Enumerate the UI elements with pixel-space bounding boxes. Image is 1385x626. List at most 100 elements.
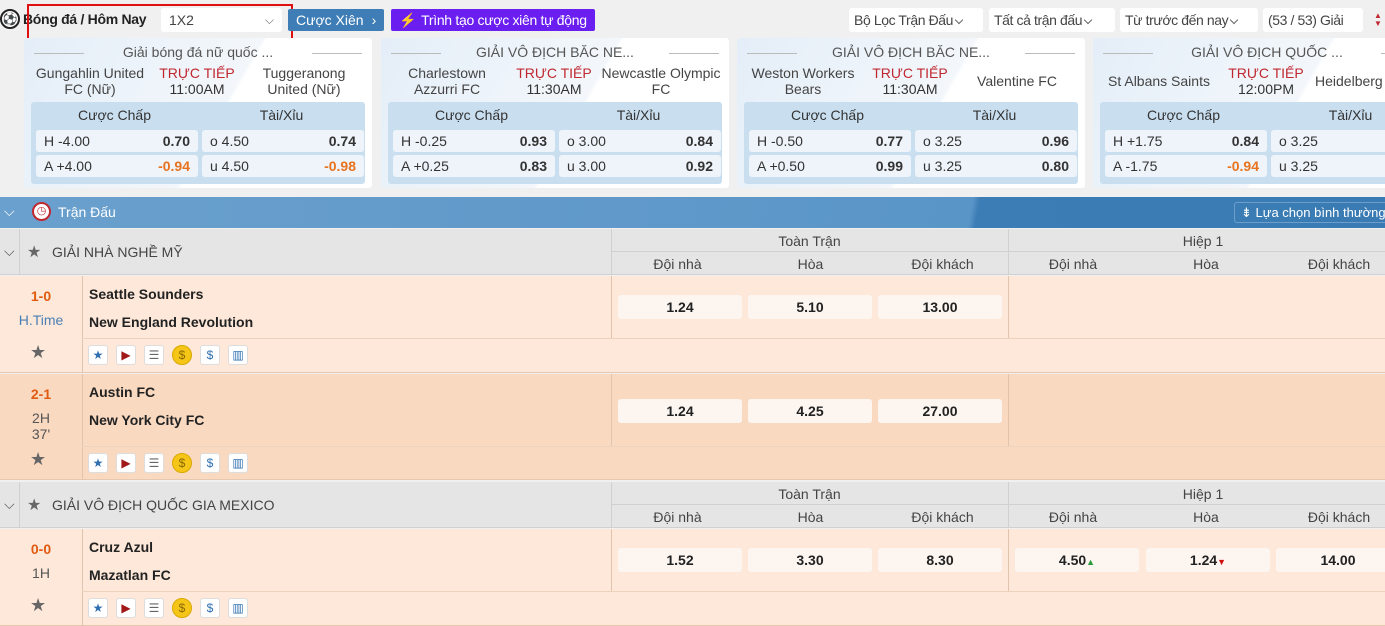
match-filter-dropdown[interactable]: Bộ Lọc Trận Đấu bbox=[849, 8, 983, 32]
live-label: TRỰC TIẾP bbox=[159, 65, 235, 81]
first-half-odds[interactable]: 14.00 bbox=[1276, 548, 1385, 572]
featured-match-card[interactable]: GIẢI VÔ ĐỊCH BĂC NE... Charlestown Azzur… bbox=[381, 38, 729, 188]
star-icon[interactable]: ★ bbox=[88, 453, 108, 473]
odds-value: 0.99 bbox=[875, 158, 903, 174]
full-time-odds[interactable]: 1.24 bbox=[618, 399, 742, 423]
home-team[interactable]: Seattle Sounders bbox=[89, 286, 204, 302]
match-row: 2-1 2H 37' ★ Austin FC New York City FC ★ ▶… bbox=[0, 374, 1385, 480]
favorite-star-icon[interactable]: ★ bbox=[27, 497, 42, 514]
full-time-odds[interactable]: 8.30 bbox=[878, 548, 1002, 572]
league-count-button[interactable]: (53 / 53) Giải bbox=[1263, 8, 1363, 32]
home-team[interactable]: Austin FC bbox=[89, 384, 156, 400]
match-period: H.Time bbox=[18, 312, 64, 328]
over-odds[interactable]: o 4.50 0.74 bbox=[202, 130, 364, 152]
league-header[interactable]: ⌵ ★ GIẢI NHÀ NGHỀ MỸ Toàn Trận Hiệp 1 Đội… bbox=[0, 229, 1385, 275]
first-half-odds[interactable]: 1.24▼ bbox=[1146, 548, 1270, 572]
featured-match-card[interactable]: GIẢI VÔ ĐỊCH QUỐC ... St Albans Saints T… bbox=[1093, 38, 1385, 188]
dollar-icon[interactable]: $ bbox=[200, 598, 220, 618]
under-odds[interactable]: u 3.25 0.80 bbox=[915, 155, 1077, 177]
match-minute: 37' bbox=[31, 426, 51, 442]
stats-list-icon[interactable]: ☰ bbox=[144, 598, 164, 618]
market-select[interactable]: 1X2 ⌵ bbox=[161, 8, 282, 32]
away-handicap-odds[interactable]: A +0.25 0.83 bbox=[393, 155, 555, 177]
over-under-header: Tài/Xỉu bbox=[972, 107, 1017, 123]
cashout-coin-icon[interactable]: $ bbox=[172, 345, 192, 365]
divider bbox=[1008, 276, 1009, 338]
cashout-coin-icon[interactable]: $ bbox=[172, 453, 192, 473]
parlay-button[interactable]: Cược Xiên › bbox=[288, 9, 385, 31]
card-home-team: St Albans Saints bbox=[1108, 73, 1210, 89]
card-league: Giải bóng đá nữ quốc ... bbox=[34, 44, 362, 60]
away-team[interactable]: Mazatlan FC bbox=[89, 567, 171, 583]
favorite-star-icon[interactable]: ★ bbox=[30, 342, 47, 362]
over-odds[interactable]: o 3.25 bbox=[1271, 130, 1385, 152]
match-score: 1-0 bbox=[30, 288, 52, 304]
home-handicap-odds[interactable]: H -0.25 0.93 bbox=[393, 130, 555, 152]
chart-bars-icon[interactable]: ▥ bbox=[228, 345, 248, 365]
full-time-odds[interactable]: 5.10 bbox=[748, 295, 872, 319]
live-stream-icon[interactable]: ▶ bbox=[116, 453, 136, 473]
star-icon[interactable]: ★ bbox=[88, 598, 108, 618]
divider bbox=[82, 374, 83, 480]
live-stream-icon[interactable]: ▶ bbox=[116, 345, 136, 365]
dollar-icon[interactable]: $ bbox=[200, 453, 220, 473]
away-handicap-odds[interactable]: A -1.75 -0.94 bbox=[1105, 155, 1267, 177]
favorite-star-icon[interactable]: ★ bbox=[27, 244, 42, 261]
live-stream-icon[interactable]: ▶ bbox=[116, 598, 136, 618]
column-home: Đội nhà bbox=[1048, 509, 1098, 525]
dollar-icon[interactable]: $ bbox=[200, 345, 220, 365]
away-team[interactable]: New York City FC bbox=[89, 412, 205, 428]
auto-parlay-button[interactable]: ⚡ Trình tạo cược xiên tự động bbox=[391, 9, 595, 31]
league-header[interactable]: ⌵ ★ GIẢI VÔ ĐỊCH QUỐC GIA MEXICO Toàn Tr… bbox=[0, 482, 1385, 528]
under-odds[interactable]: u 3.00 0.92 bbox=[559, 155, 721, 177]
stats-list-icon[interactable]: ☰ bbox=[144, 453, 164, 473]
featured-match-card[interactable]: GIẢI VÔ ĐỊCH BĂC NE... Weston Workers Be… bbox=[737, 38, 1085, 188]
collapse-chevron-icon[interactable]: ⌵ bbox=[4, 243, 15, 259]
collapse-chevron-icon[interactable]: ⌵ bbox=[4, 496, 15, 512]
under-odds[interactable]: u 4.50 -0.98 bbox=[202, 155, 364, 177]
stats-list-icon[interactable]: ☰ bbox=[144, 345, 164, 365]
column-away: Đội khách bbox=[1307, 509, 1371, 525]
sort-option-dropdown[interactable]: ⇟ Lựa chọn bình thường bbox=[1234, 202, 1385, 223]
over-odds[interactable]: o 3.25 0.96 bbox=[915, 130, 1077, 152]
line: A +0.25 bbox=[401, 158, 449, 174]
full-time-odds[interactable]: 3.30 bbox=[748, 548, 872, 572]
divider bbox=[1008, 529, 1009, 591]
away-handicap-odds[interactable]: A +4.00 -0.94 bbox=[36, 155, 198, 177]
league-name: GIẢI VÔ ĐỊCH QUỐC GIA MEXICO bbox=[52, 497, 275, 513]
full-time-odds[interactable]: 1.24 bbox=[618, 295, 742, 319]
home-handicap-odds[interactable]: H -0.50 0.77 bbox=[749, 130, 911, 152]
full-time-odds[interactable]: 13.00 bbox=[878, 295, 1002, 319]
sort-arrows-icon[interactable]: ▲ ▼ bbox=[1374, 11, 1382, 28]
divider bbox=[82, 276, 83, 373]
first-half-odds[interactable]: 4.50▲ bbox=[1015, 548, 1139, 572]
star-icon[interactable]: ★ bbox=[88, 345, 108, 365]
odds-value: 0.84 bbox=[1231, 133, 1259, 149]
favorite-star-icon[interactable]: ★ bbox=[30, 595, 47, 615]
full-time-odds[interactable]: 4.25 bbox=[748, 399, 872, 423]
home-handicap-odds[interactable]: H +1.75 0.84 bbox=[1105, 130, 1267, 152]
featured-match-card[interactable]: Giải bóng đá nữ quốc ... Gungahlin Unite… bbox=[24, 38, 372, 188]
full-time-odds[interactable]: 1.52 bbox=[618, 548, 742, 572]
cashout-coin-icon[interactable]: $ bbox=[172, 598, 192, 618]
all-matches-dropdown[interactable]: Tất cả trận đấu bbox=[989, 8, 1115, 32]
chart-bars-icon[interactable]: ▥ bbox=[228, 453, 248, 473]
home-team[interactable]: Cruz Azul bbox=[89, 539, 154, 555]
away-handicap-odds[interactable]: A +0.50 0.99 bbox=[749, 155, 911, 177]
under-odds[interactable]: u 3.25 bbox=[1271, 155, 1385, 177]
collapse-chevron-icon[interactable]: ⌵ bbox=[4, 203, 15, 219]
odds-value: 1.24 bbox=[1189, 552, 1218, 568]
over-odds[interactable]: o 3.00 0.84 bbox=[559, 130, 721, 152]
divider bbox=[1008, 374, 1009, 446]
chart-bars-icon[interactable]: ▥ bbox=[228, 598, 248, 618]
sort-icon: ⇟ bbox=[1241, 205, 1252, 220]
full-time-odds[interactable]: 27.00 bbox=[878, 399, 1002, 423]
away-team[interactable]: New England Revolution bbox=[89, 314, 254, 330]
time-range-dropdown[interactable]: Từ trước đến nay bbox=[1120, 8, 1258, 32]
line: o 4.50 bbox=[210, 133, 249, 149]
home-handicap-odds[interactable]: H -4.00 0.70 bbox=[36, 130, 198, 152]
favorite-star-icon[interactable]: ★ bbox=[30, 449, 47, 469]
odds-value: 0.83 bbox=[519, 158, 547, 174]
odds-down-icon: ▼ bbox=[1217, 557, 1227, 567]
clock-icon: ◷ bbox=[32, 202, 51, 221]
